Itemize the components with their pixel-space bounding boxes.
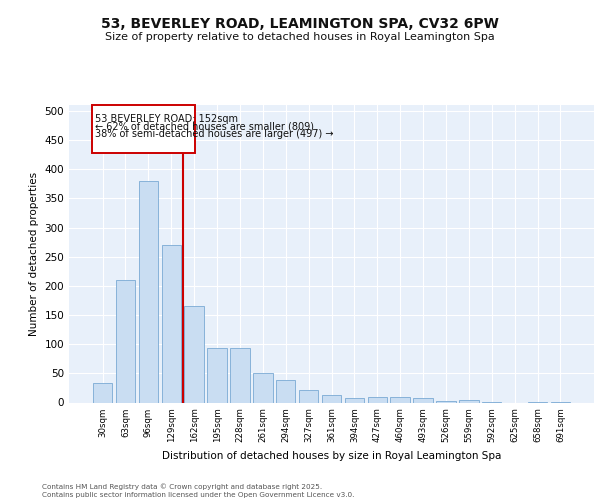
FancyBboxPatch shape xyxy=(92,105,195,153)
Bar xyxy=(184,306,204,402)
Text: ← 62% of detached houses are smaller (809): ← 62% of detached houses are smaller (80… xyxy=(95,122,314,132)
Bar xyxy=(116,280,135,402)
Bar xyxy=(139,181,158,402)
Text: 38% of semi-detached houses are larger (497) →: 38% of semi-detached houses are larger (… xyxy=(95,129,334,139)
Text: 53 BEVERLEY ROAD: 152sqm: 53 BEVERLEY ROAD: 152sqm xyxy=(95,114,238,124)
Bar xyxy=(413,398,433,402)
Text: Size of property relative to detached houses in Royal Leamington Spa: Size of property relative to detached ho… xyxy=(105,32,495,42)
Bar xyxy=(276,380,295,402)
Bar xyxy=(230,348,250,403)
Bar xyxy=(459,400,479,402)
Bar xyxy=(161,245,181,402)
Bar xyxy=(322,395,341,402)
Bar xyxy=(368,396,387,402)
Bar xyxy=(299,390,319,402)
Bar xyxy=(391,396,410,402)
Text: Contains HM Land Registry data © Crown copyright and database right 2025.
Contai: Contains HM Land Registry data © Crown c… xyxy=(42,484,355,498)
Bar xyxy=(208,348,227,403)
Bar xyxy=(344,398,364,402)
Text: 53, BEVERLEY ROAD, LEAMINGTON SPA, CV32 6PW: 53, BEVERLEY ROAD, LEAMINGTON SPA, CV32 … xyxy=(101,18,499,32)
Y-axis label: Number of detached properties: Number of detached properties xyxy=(29,172,39,336)
X-axis label: Distribution of detached houses by size in Royal Leamington Spa: Distribution of detached houses by size … xyxy=(162,450,501,460)
Bar xyxy=(93,383,112,402)
Bar xyxy=(253,374,272,402)
